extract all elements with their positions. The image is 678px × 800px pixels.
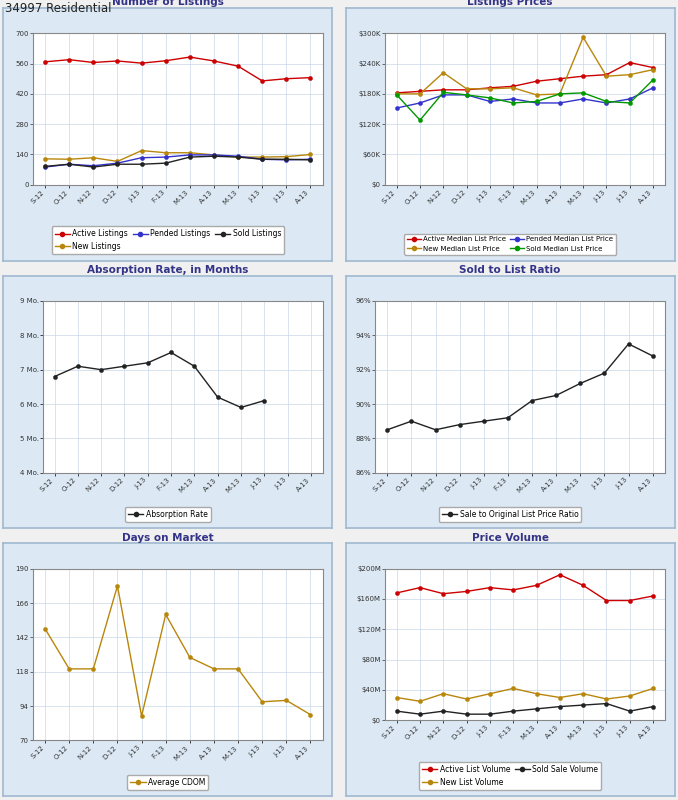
Title: Number of Listings: Number of Listings: [112, 0, 224, 7]
Title: Sold to List Ratio: Sold to List Ratio: [460, 265, 561, 275]
Text: 34997 Residential: 34997 Residential: [5, 2, 112, 15]
Legend: Active List Volume, New List Volume, Sold Sale Volume: Active List Volume, New List Volume, Sol…: [419, 762, 601, 790]
Title: Listings Prices: Listings Prices: [467, 0, 553, 7]
Legend: Active Median List Price, New Median List Price, Pended Median List Price, Sold : Active Median List Price, New Median Lis…: [404, 234, 616, 254]
Legend: Active Listings, New Listings, Pended Listings, Sold Listings: Active Listings, New Listings, Pended Li…: [52, 226, 284, 254]
Title: Price Volume: Price Volume: [472, 533, 549, 542]
Legend: Sale to Original List Price Ratio: Sale to Original List Price Ratio: [439, 507, 581, 522]
Title: Absorption Rate, in Months: Absorption Rate, in Months: [87, 265, 249, 275]
Legend: Average CDOM: Average CDOM: [127, 774, 208, 790]
Title: Days on Market: Days on Market: [122, 533, 214, 542]
Legend: Absorption Rate: Absorption Rate: [125, 507, 211, 522]
